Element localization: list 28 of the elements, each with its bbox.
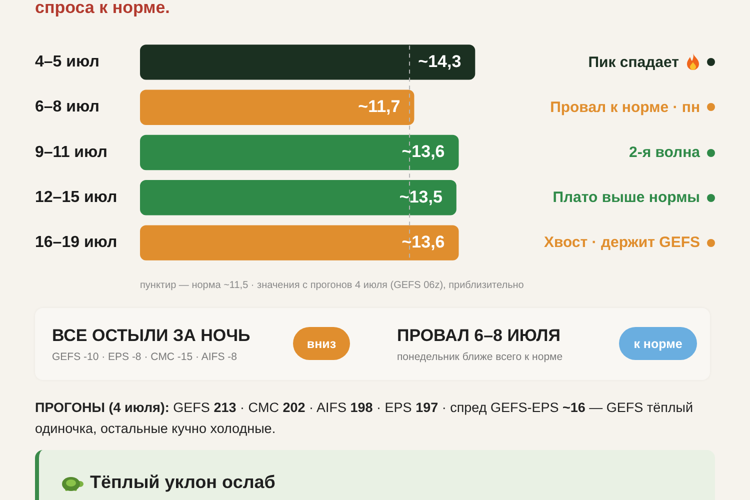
text: Пик спадает [588, 54, 679, 71]
y-tick-label: 4–5 июл [35, 54, 100, 71]
bar [140, 225, 459, 260]
bar [140, 180, 456, 216]
text: Тёплый уклон ослаб [90, 472, 276, 493]
text: ВСЕ ОСТЫЛИ ЗА НОЧЬ [52, 326, 250, 346]
data-label: ~13,6 [402, 232, 445, 252]
y-tick-label: 16–19 июл [35, 234, 118, 252]
text: ПРОГОНЫ (4 июля): GEFS 213 · CMC 202 · AIFS 198 · EPS 197 · спред GEFS-EPS ~16 — GEFS тёплый одиночка, остальные кучно холодные. [35, 400, 694, 436]
text: Хвост · держит GEFS [544, 234, 700, 252]
y-tick-label: 6–8 июл [35, 98, 100, 116]
bar [140, 44, 476, 80]
chart-subtitle: спроса к норме. [35, 0, 170, 18]
text: ПРОВАЛ 6–8 ИЮЛЯ [397, 326, 560, 346]
text: Плато выше нормы [552, 189, 700, 206]
data-label: ~14,3 [418, 52, 462, 71]
text: Провал к норме · пн [550, 98, 700, 116]
y-tick-label: 9–11 июл [35, 144, 108, 161]
bar [140, 90, 414, 125]
text: пунктир — норма ~11,5 · значения с прогонов 4 июля (GEFS 06z), приблизительно [140, 280, 524, 291]
data-label: ~13,6 [402, 142, 445, 162]
y-tick-label: 12–15 июл [35, 189, 118, 206]
text: понедельник ближе всего к норме [397, 351, 563, 363]
data-label: ~11,7 [358, 97, 400, 116]
data-label: ~13,5 [399, 187, 442, 206]
text: GEFS -10 · EPS -8 · CMC -15 · AIFS -8 [52, 351, 237, 363]
text: 2-я волна [628, 144, 700, 161]
bar [140, 134, 459, 170]
